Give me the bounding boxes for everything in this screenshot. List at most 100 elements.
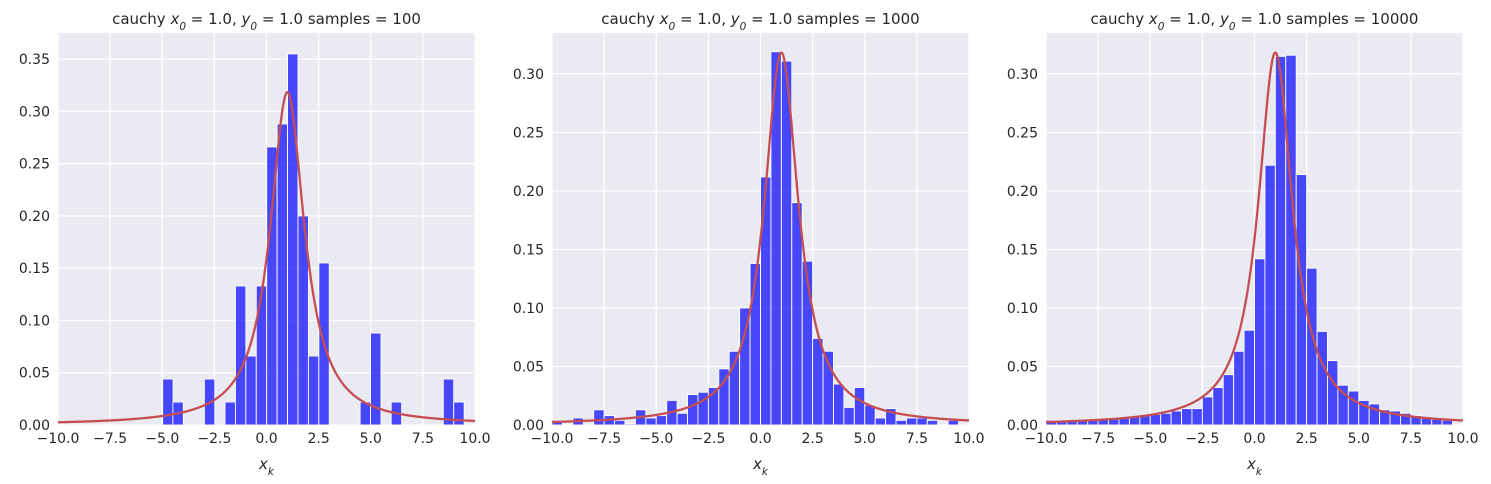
x-tick-label: −10.0 [37,431,80,447]
histogram-bar [1191,408,1203,425]
x-tick-label: −7.5 [587,431,621,447]
histogram-bar [1316,330,1328,425]
histogram-bar [749,263,761,425]
histogram-bar [1441,419,1454,425]
chart-panel-2: 0.00 0.05 0.10 0.15 0.20 0.25 0.30 −10.0 −7.5 −5.… [513,10,985,478]
histogram-bar [655,415,668,425]
histogram-bar [370,332,382,425]
x-tick-label: 7.5 [412,431,434,447]
histogram-bar [624,423,636,425]
histogram-bar [1264,164,1276,425]
histogram-bar [1201,396,1214,425]
histogram-bar [255,285,268,425]
x-tick-label: −2.5 [1185,431,1219,447]
y-tick-label: 0.30 [1007,67,1038,83]
x-tick-label: −5.0 [145,431,179,447]
y-tick-label: 0.10 [19,313,50,329]
histogram-bar [1347,390,1360,425]
x-tick-label: 0.0 [749,431,771,447]
y-tick-label: 0.25 [19,157,50,173]
histogram-bar [162,378,174,425]
histogram-bar [1337,384,1349,425]
y-tick-label: 0.10 [513,301,544,317]
x-tick-label: 0.0 [1243,431,1265,447]
x-tick-label: 5.0 [854,431,876,447]
x-tick-label: −7.5 [1081,431,1115,447]
histogram-bar [947,419,960,425]
y-tick-label: 0.20 [19,209,50,225]
histogram-bar [1212,387,1224,425]
histogram-bar [1243,329,1255,425]
chart-title: cauchy x0 = 1.0, y0 = 1.0 samples = 1000… [1091,10,1419,33]
histogram-bar [1170,410,1182,425]
x-axis-label: xk [258,455,275,478]
y-tick-label: 0.25 [513,125,544,141]
x-tick-label: −5.0 [639,431,673,447]
chart-panel-1: 0.00 0.05 0.10 0.15 0.20 0.25 0.30 0.35 −10.0 −7.… [19,10,491,478]
histogram-bar [1181,408,1193,425]
histogram-bar [895,419,907,425]
histogram-bar [276,123,289,425]
histogram-bar [676,412,688,425]
histogram-bar [1222,374,1235,425]
histogram-bar [812,337,824,425]
histogram-bar [1285,54,1297,425]
y-tick-label: 0.25 [1007,125,1038,141]
histogram-bar [687,394,699,425]
histogram-bar [885,408,897,425]
histogram-bar [453,401,465,425]
x-tick-label: −2.5 [197,431,231,447]
y-tick-label: 0.00 [513,418,544,434]
x-tick-label: 10.0 [459,431,490,447]
histogram-bar [874,417,887,425]
histogram-bar [1254,258,1266,425]
histogram-bar [916,417,928,425]
histogram-bar [926,419,939,425]
x-tick-label: 10.0 [1447,431,1478,447]
x-tick-label: 5.0 [1348,431,1370,447]
x-tick-label: 5.0 [360,431,382,447]
x-tick-label: 7.5 [906,431,928,447]
histogram-bar [843,406,855,425]
x-tick-label: 10.0 [953,431,984,447]
histogram-bar [853,387,866,425]
chart-title: cauchy x0 = 1.0, y0 = 1.0 samples = 100 [112,10,421,33]
histogram-bar [234,285,247,425]
y-tick-label: 0.15 [19,261,50,277]
chart-panel-3: 0.00 0.05 0.10 0.15 0.20 0.25 0.30 −10.0 −7.5 −5.… [1007,10,1479,478]
histogram-bar [1149,414,1162,425]
y-tick-label: 0.30 [19,104,50,120]
histogram [552,51,960,425]
y-tick-label: 0.20 [513,184,544,200]
histogram-bar [266,146,278,425]
y-tick-label: 0.00 [19,418,50,434]
histogram-bar [224,401,236,425]
x-tick-label: −7.5 [93,431,127,447]
histogram-bar [645,417,657,425]
x-tick-label: 2.5 [801,431,823,447]
y-tick-label: 0.15 [513,242,544,258]
x-tick-label: 7.5 [1400,431,1422,447]
histogram-bar [1160,412,1172,425]
x-tick-label: −5.0 [1133,431,1167,447]
histogram-bar [791,202,803,425]
x-tick-label: −2.5 [691,431,725,447]
histogram-bar [593,409,605,425]
x-axis-label: xk [1246,455,1263,478]
x-tick-label: −10.0 [1025,431,1068,447]
y-tick-label: 0.15 [1007,242,1038,258]
y-tick-label: 0.10 [1007,301,1038,317]
histogram-bar [1327,360,1339,425]
histogram [1046,54,1454,425]
y-tick-label: 0.30 [513,67,544,83]
x-tick-label: 2.5 [1295,431,1317,447]
histogram-bar [442,378,455,425]
x-tick-label: 0.0 [255,431,277,447]
cauchy-pdf-line [1046,51,1463,424]
x-tick-label: 2.5 [307,431,329,447]
x-tick-label: −10.0 [531,431,574,447]
y-tick-label: 0.05 [1007,359,1038,375]
histogram-bar [614,419,626,425]
histogram-bar [1233,350,1245,425]
